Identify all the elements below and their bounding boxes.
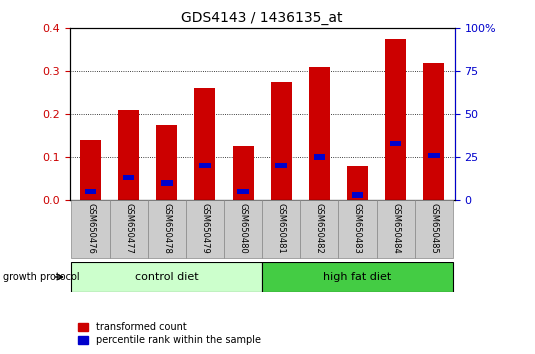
Text: GSM650477: GSM650477 (124, 203, 133, 254)
Bar (314, 154, 325, 160)
Bar (110, 200, 148, 258)
Text: GSM650479: GSM650479 (201, 203, 209, 254)
Bar (347, 166, 368, 200)
Bar (415, 200, 453, 258)
Legend: transformed count, percentile rank within the sample: transformed count, percentile rank withi… (74, 319, 265, 349)
Title: GDS4143 / 1436135_at: GDS4143 / 1436135_at (181, 11, 343, 24)
Bar (123, 175, 134, 181)
Text: GSM650483: GSM650483 (353, 203, 362, 254)
Text: growth protocol: growth protocol (3, 272, 79, 282)
Bar (351, 192, 363, 198)
Bar (72, 262, 262, 292)
Text: GSM650482: GSM650482 (315, 203, 324, 254)
Text: control diet: control diet (135, 272, 198, 282)
Bar (194, 88, 216, 200)
Bar (224, 200, 262, 258)
Bar (262, 200, 300, 258)
Bar (385, 39, 406, 200)
Bar (423, 63, 444, 200)
Bar (72, 200, 110, 258)
Text: GSM650478: GSM650478 (162, 203, 171, 254)
Bar (161, 180, 173, 185)
Text: GSM650484: GSM650484 (391, 203, 400, 254)
Bar (186, 200, 224, 258)
Bar (80, 140, 101, 200)
Bar (339, 200, 377, 258)
Bar (377, 200, 415, 258)
Bar (271, 82, 292, 200)
Bar (276, 163, 287, 169)
Bar (300, 200, 339, 258)
Bar (118, 110, 139, 200)
Bar (148, 200, 186, 258)
Text: GSM650485: GSM650485 (429, 203, 438, 254)
Bar (262, 262, 453, 292)
Bar (390, 141, 401, 146)
Text: GSM650481: GSM650481 (277, 203, 286, 254)
Bar (85, 189, 96, 194)
Text: GSM650476: GSM650476 (86, 203, 95, 254)
Bar (233, 146, 254, 200)
Bar (156, 125, 177, 200)
Bar (428, 153, 440, 158)
Bar (199, 163, 211, 169)
Bar (309, 67, 330, 200)
Bar (238, 189, 249, 194)
Text: GSM650480: GSM650480 (239, 203, 248, 254)
Text: high fat diet: high fat diet (323, 272, 392, 282)
